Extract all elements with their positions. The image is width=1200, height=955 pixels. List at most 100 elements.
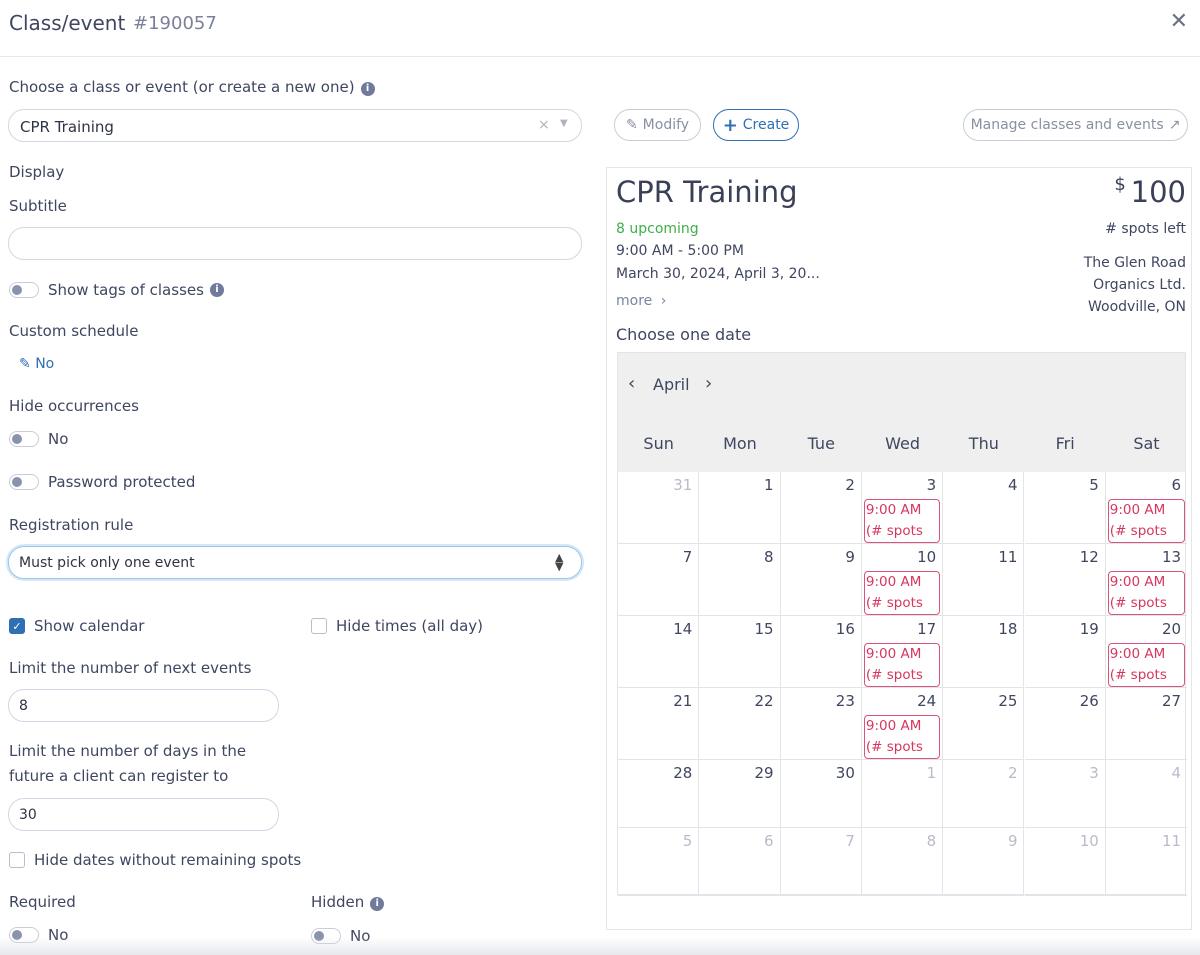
preview-title: CPR Training <box>616 175 798 209</box>
limit-days-input[interactable] <box>8 798 279 831</box>
subtitle-label: Subtitle <box>9 197 67 215</box>
choose-date-label: Choose one date <box>616 325 752 344</box>
calendar-day[interactable]: 1 <box>861 760 944 828</box>
hide-times-checkbox[interactable] <box>311 618 327 634</box>
calendar-day[interactable]: 4 <box>1105 760 1188 828</box>
calendar-day[interactable]: 2 <box>780 472 862 544</box>
calendar-day[interactable]: 5 <box>1024 472 1106 544</box>
calendar-day[interactable]: 20 9:00 AM (# spots left) <box>1105 616 1188 688</box>
custom-schedule-edit[interactable]: ✎ No <box>19 356 54 372</box>
calendar-day[interactable]: 19 <box>1024 616 1106 688</box>
event-chip[interactable]: 9:00 AM (# spots left) <box>1107 643 1186 687</box>
calendar-day[interactable]: 3 <box>1024 760 1106 828</box>
calendar-day[interactable]: 13 9:00 AM (# spots left) <box>1105 544 1188 616</box>
calendar-day[interactable]: 18 <box>943 616 1025 688</box>
calendar-day[interactable]: 16 <box>780 616 862 688</box>
limit-next-input[interactable] <box>8 689 279 722</box>
next-month-icon[interactable]: › <box>705 373 713 394</box>
choose-label-text: Choose a class or event (or create a new… <box>9 78 355 96</box>
location-line: The Glen Road <box>1083 255 1186 271</box>
calendar-day[interactable]: 8 <box>699 544 781 616</box>
event-chip[interactable]: 9:00 AM (# spots left) <box>1107 499 1186 543</box>
calendar-day[interactable]: 9 <box>780 544 862 616</box>
calendar-day[interactable]: 17 9:00 AM (# spots left) <box>861 616 944 688</box>
calendar-day[interactable]: 5 <box>618 828 700 896</box>
event-chip[interactable]: 9:00 AM (# spots left) <box>863 571 941 615</box>
calendar-day[interactable]: 4 <box>943 472 1025 544</box>
clear-icon[interactable]: × <box>538 117 550 133</box>
price-value: 100 <box>1130 175 1186 209</box>
manage-button[interactable]: Manage classes and events ↗ <box>963 109 1188 141</box>
calendar-day[interactable]: 7 <box>618 544 700 616</box>
day-number: 24 <box>917 692 937 710</box>
calendar-day[interactable]: 22 <box>699 688 781 760</box>
calendar-day[interactable]: 9 <box>943 828 1025 896</box>
calendar-day[interactable]: 6 9:00 AM (# spots left) <box>1105 472 1188 544</box>
calendar-day[interactable]: 1 <box>699 472 781 544</box>
calendar-day[interactable]: 8 <box>861 828 944 896</box>
calendar-day[interactable]: 24 9:00 AM (# spots left) <box>861 688 944 760</box>
calendar-day[interactable]: 10 <box>1024 828 1106 896</box>
calendar-day[interactable]: 10 9:00 AM (# spots left) <box>861 544 944 616</box>
show-calendar-checkbox[interactable]: ✓ <box>9 618 25 634</box>
day-number: 31 <box>673 476 693 494</box>
calendar-day[interactable]: 28 <box>618 760 700 828</box>
calendar-day[interactable]: 21 <box>618 688 700 760</box>
day-number: 12 <box>1079 548 1099 566</box>
day-number: 11 <box>1162 832 1182 850</box>
registration-rule-select[interactable]: Must pick only one event ▲ ▼ <box>8 546 582 579</box>
event-chip[interactable]: 9:00 AM (# spots left) <box>1107 571 1186 615</box>
calendar-day[interactable]: 12 <box>1024 544 1106 616</box>
hidden-label: Hidden <box>311 893 365 911</box>
hide-dates-checkbox[interactable] <box>9 852 25 868</box>
location-line: Woodville, ON <box>1088 299 1186 315</box>
calendar-day[interactable]: 23 <box>780 688 862 760</box>
show-tags-toggle[interactable] <box>9 282 39 298</box>
day-number: 10 <box>917 548 937 566</box>
display-heading: Display <box>9 163 65 181</box>
plus-icon: + <box>722 114 738 136</box>
calendar-day[interactable]: 7 <box>780 828 862 896</box>
calendar-day[interactable]: 15 <box>699 616 781 688</box>
calendar-day[interactable]: 25 <box>943 688 1025 760</box>
more-link[interactable]: more › <box>616 293 666 309</box>
calendar-day[interactable]: 3 9:00 AM (# spots left) <box>861 472 944 544</box>
chevron-down-icon[interactable]: ▼ <box>560 118 568 129</box>
calendar-day[interactable]: 30 <box>780 760 862 828</box>
password-toggle[interactable] <box>9 474 39 490</box>
info-icon[interactable]: i <box>370 897 385 911</box>
choose-label: Choose a class or event (or create a new… <box>9 78 375 96</box>
subtitle-input[interactable] <box>8 227 582 260</box>
close-icon[interactable]: ✕ <box>1169 9 1188 34</box>
calendar-day[interactable]: 27 <box>1105 688 1188 760</box>
event-chip[interactable]: 9:00 AM (# spots left) <box>863 715 941 759</box>
day-number: 16 <box>835 620 855 638</box>
event-chip[interactable]: 9:00 AM (# spots left) <box>863 499 941 543</box>
spots-left: # spots left <box>1105 221 1186 237</box>
calendar-day[interactable]: 29 <box>699 760 781 828</box>
day-number: 28 <box>673 764 693 782</box>
day-number: 14 <box>673 620 693 638</box>
class-select-value: CPR Training <box>20 118 114 136</box>
day-number: 25 <box>998 692 1018 710</box>
event-chip[interactable]: 9:00 AM (# spots left) <box>863 643 941 687</box>
hide-dates-label: Hide dates without remaining spots <box>34 851 302 869</box>
calendar-day[interactable]: 14 <box>618 616 700 688</box>
modify-button[interactable]: ✎ Modify <box>614 109 701 141</box>
weekday-header: Tue <box>807 434 835 453</box>
calendar-day[interactable]: 6 <box>699 828 781 896</box>
day-number: 22 <box>754 692 774 710</box>
info-icon[interactable]: i <box>209 283 224 297</box>
calendar-day[interactable]: 11 <box>1105 828 1188 896</box>
class-select[interactable]: CPR Training × ▼ <box>8 109 582 142</box>
hide-occurrences-toggle[interactable] <box>9 431 39 447</box>
calendar-day[interactable]: 26 <box>1024 688 1106 760</box>
calendar-day[interactable]: 31 <box>618 472 700 544</box>
calendar-day[interactable]: 2 <box>943 760 1025 828</box>
calendar-day[interactable]: 11 <box>943 544 1025 616</box>
prev-month-icon[interactable]: ‹ <box>628 373 636 394</box>
create-button[interactable]: + Create <box>713 109 799 141</box>
info-icon[interactable]: i <box>360 82 375 96</box>
weekday-header: Sat <box>1133 434 1160 453</box>
show-calendar-label: Show calendar <box>34 617 145 635</box>
